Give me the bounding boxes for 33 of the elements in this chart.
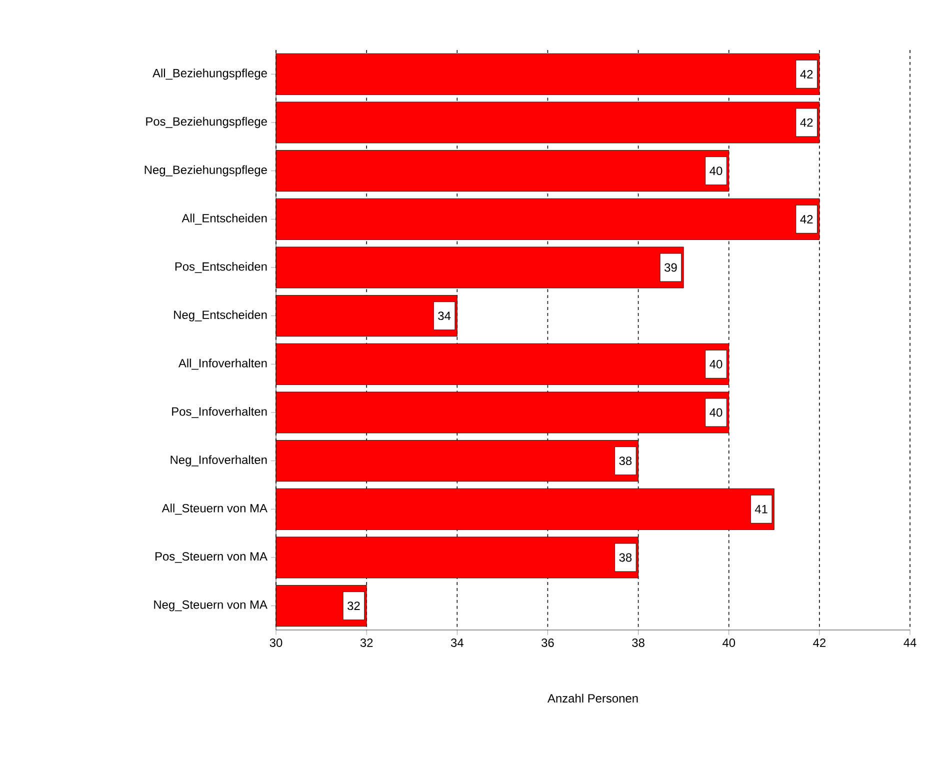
y-tick-label: All_Beziehungspflege [152, 68, 267, 80]
y-tick-label: All_Steuern von MA [162, 504, 268, 515]
x-tick-label: 38 [632, 638, 644, 647]
y-tick-label: All_Infoverhalten [178, 358, 267, 370]
x-axis-title: Anzahl Personen [548, 694, 638, 703]
y-tick-label: Neg_Beziehungspflege [144, 165, 267, 176]
y-tick-label: Pos_Entscheiden [175, 262, 267, 274]
data-label: 40 [710, 166, 722, 176]
y-tick-label: Neg_Steuern von MA [154, 600, 268, 612]
y-tick-label: All_Entscheiden [182, 214, 267, 225]
x-tick-label: 40 [722, 638, 736, 647]
data-label: 38 [619, 456, 632, 466]
x-tick-label: 34 [450, 638, 464, 647]
data-label: 34 [438, 312, 451, 320]
data-label: 42 [800, 118, 813, 127]
data-label: 32 [348, 602, 360, 610]
data-label: 40 [710, 360, 722, 368]
y-tick-label: Pos_Infoverhalten [172, 406, 267, 418]
data-label: 40 [710, 408, 722, 417]
y-tick-label: Neg_Infoverhalten [170, 455, 267, 466]
data-label: 39 [664, 263, 677, 272]
y-tick-label: Pos_Steuern von MA [156, 552, 268, 563]
y-tick-label: Pos_Beziehungspflege [146, 116, 267, 128]
data-label: 42 [800, 214, 813, 224]
y-tick-label: Neg_Entscheiden [174, 310, 267, 322]
data-label: 38 [619, 553, 632, 562]
data-label: 41 [754, 505, 768, 514]
x-tick-label: 42 [813, 638, 826, 647]
x-tick-label: 30 [270, 638, 282, 647]
x-tick-label: 44 [904, 638, 916, 647]
data-label: 42 [800, 70, 813, 78]
x-tick-label: 36 [542, 638, 554, 647]
x-tick-label: 32 [360, 638, 373, 647]
